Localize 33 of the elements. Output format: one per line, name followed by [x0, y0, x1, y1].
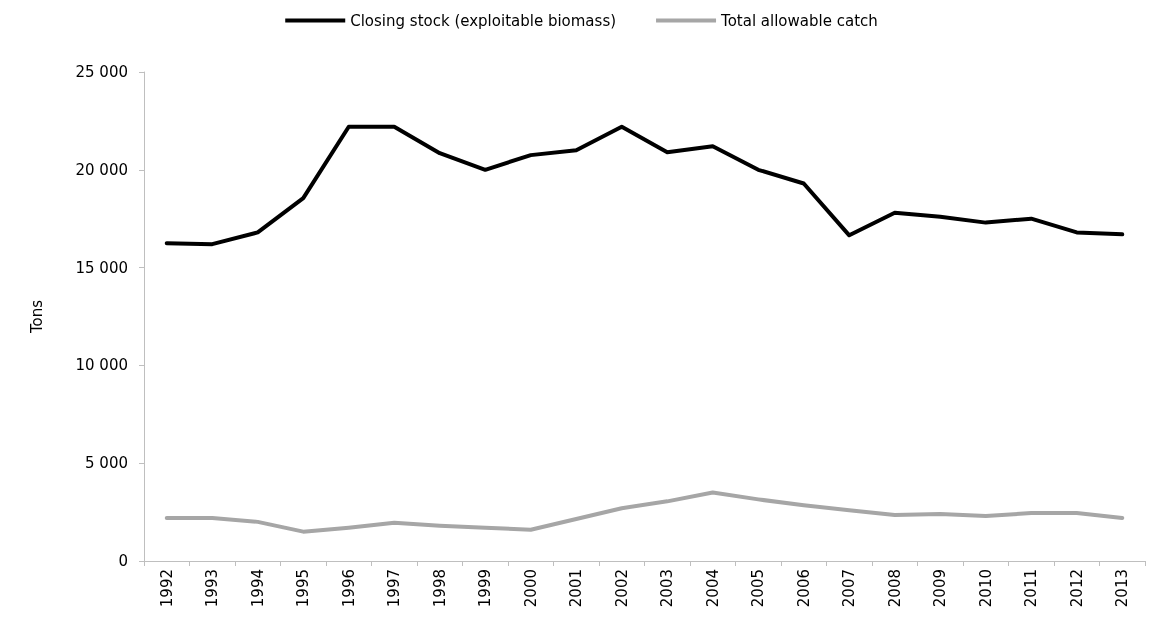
x-tick-label: 2003	[658, 569, 677, 608]
x-tick-label: 1994	[248, 569, 267, 608]
x-tick-label: 2001	[567, 569, 586, 608]
x-tick-label: 2008	[885, 569, 904, 608]
x-tick-label: 2004	[703, 569, 722, 608]
x-tick-label: 2002	[612, 569, 631, 608]
y-tick-label: 10 000	[75, 356, 128, 375]
x-tick-label: 2010	[976, 569, 995, 608]
x-tick-label: 2006	[794, 569, 813, 608]
x-tick-label: 1999	[476, 569, 495, 608]
y-axis-title: Tons	[27, 299, 46, 335]
x-tick-label: 2011	[1022, 569, 1041, 608]
y-tick-label: 25 000	[75, 63, 128, 81]
legend-label: Closing stock (exploitable biomass)	[350, 11, 617, 30]
y-tick-label: 15 000	[75, 258, 128, 277]
x-tick-label: 2012	[1067, 569, 1086, 608]
legend-label: Total allowable catch	[720, 11, 878, 30]
y-tick-label: 0	[118, 552, 128, 570]
line-series	[164, 490, 1125, 534]
x-tick-label: 2007	[840, 569, 859, 608]
x-tick-label: 2000	[521, 569, 540, 608]
x-tick-label: 1998	[430, 569, 449, 608]
x-tick-label: 1995	[294, 569, 313, 608]
x-tick-label: 1993	[203, 569, 222, 608]
x-tick-label: 1992	[157, 569, 176, 608]
x-tick-label: 1997	[385, 569, 404, 608]
line-series	[164, 124, 1125, 247]
x-tick-label: 2005	[749, 569, 768, 608]
x-tick-label: 2009	[931, 569, 950, 608]
x-tick-label: 1996	[339, 569, 358, 608]
y-tick-label: 5 000	[85, 454, 128, 473]
y-tick-label: 20 000	[75, 160, 128, 179]
x-tick-label: 2013	[1113, 569, 1132, 608]
